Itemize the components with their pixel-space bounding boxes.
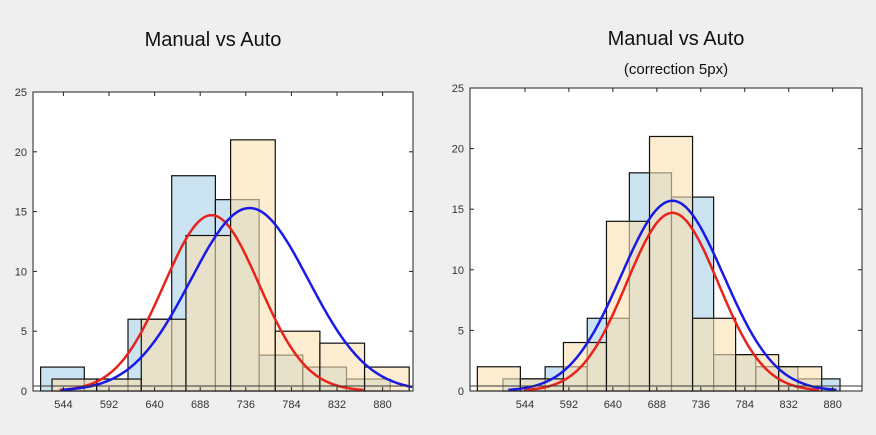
histogram-bar <box>562 341 608 392</box>
y-tick-label: 0 <box>458 386 464 398</box>
fit-curve-2 <box>61 206 413 392</box>
y-tick-label: 20 <box>15 147 27 159</box>
y-tick-label: 10 <box>15 266 27 278</box>
y-tick-label: 20 <box>452 144 464 156</box>
chart-title: Manual vs Auto <box>145 29 282 51</box>
x-tick-label: 592 <box>100 399 118 411</box>
fit-curve-1 <box>525 211 820 392</box>
y-tick-label: 15 <box>15 207 27 219</box>
y-tick-label: 25 <box>15 87 27 99</box>
histogram-bar <box>691 317 737 392</box>
y-tick-label: 25 <box>452 83 464 95</box>
chart-title: Manual vs Auto <box>608 28 745 50</box>
histogram-bar <box>648 135 694 392</box>
y-tick-label: 15 <box>452 204 464 216</box>
histogram-bar <box>319 342 366 392</box>
x-tick-label: 640 <box>604 399 622 411</box>
x-tick-label: 736 <box>692 399 710 411</box>
fit-curve-1 <box>59 213 364 392</box>
plot-frame <box>469 87 863 392</box>
y-tick-label: 5 <box>21 326 27 338</box>
histogram-bar <box>96 378 142 392</box>
x-tick-label: 880 <box>824 399 842 411</box>
x-tick-label: 832 <box>328 399 346 411</box>
chart-panel-left: Manual vs Auto 0 5 10 15 20 25 544 592 640 688 736 7… <box>15 29 414 411</box>
x-tick-label: 688 <box>191 399 209 411</box>
x-tick-label: 784 <box>282 399 300 411</box>
x-tick-label: 736 <box>237 399 255 411</box>
series-2 <box>51 139 410 392</box>
chart-panel-right: Manual vs Auto (correction 5px) 0 5 10 15 20 25… <box>452 28 863 411</box>
y-tick-label: 5 <box>458 325 464 337</box>
x-tick-label: 832 <box>780 399 798 411</box>
histogram-bar <box>185 234 232 392</box>
histogram-bar <box>230 139 276 392</box>
y-tick-label: 10 <box>452 265 464 277</box>
series-2 <box>476 135 823 392</box>
x-tick-label: 880 <box>373 399 391 411</box>
x-tick-label: 544 <box>516 399 534 411</box>
histogram-bar <box>274 330 321 392</box>
x-tick-label: 688 <box>648 399 666 411</box>
x-tick-label: 544 <box>54 399 72 411</box>
x-tick-label: 592 <box>560 399 578 411</box>
chart-subtitle: (correction 5px) <box>624 61 728 78</box>
fit-curve-2 <box>508 199 837 392</box>
x-tick-label: 640 <box>145 399 163 411</box>
x-tick-label: 784 <box>736 399 754 411</box>
histogram-bar <box>476 366 521 392</box>
plot-frame <box>32 91 414 392</box>
y-tick-label: 0 <box>21 386 27 398</box>
